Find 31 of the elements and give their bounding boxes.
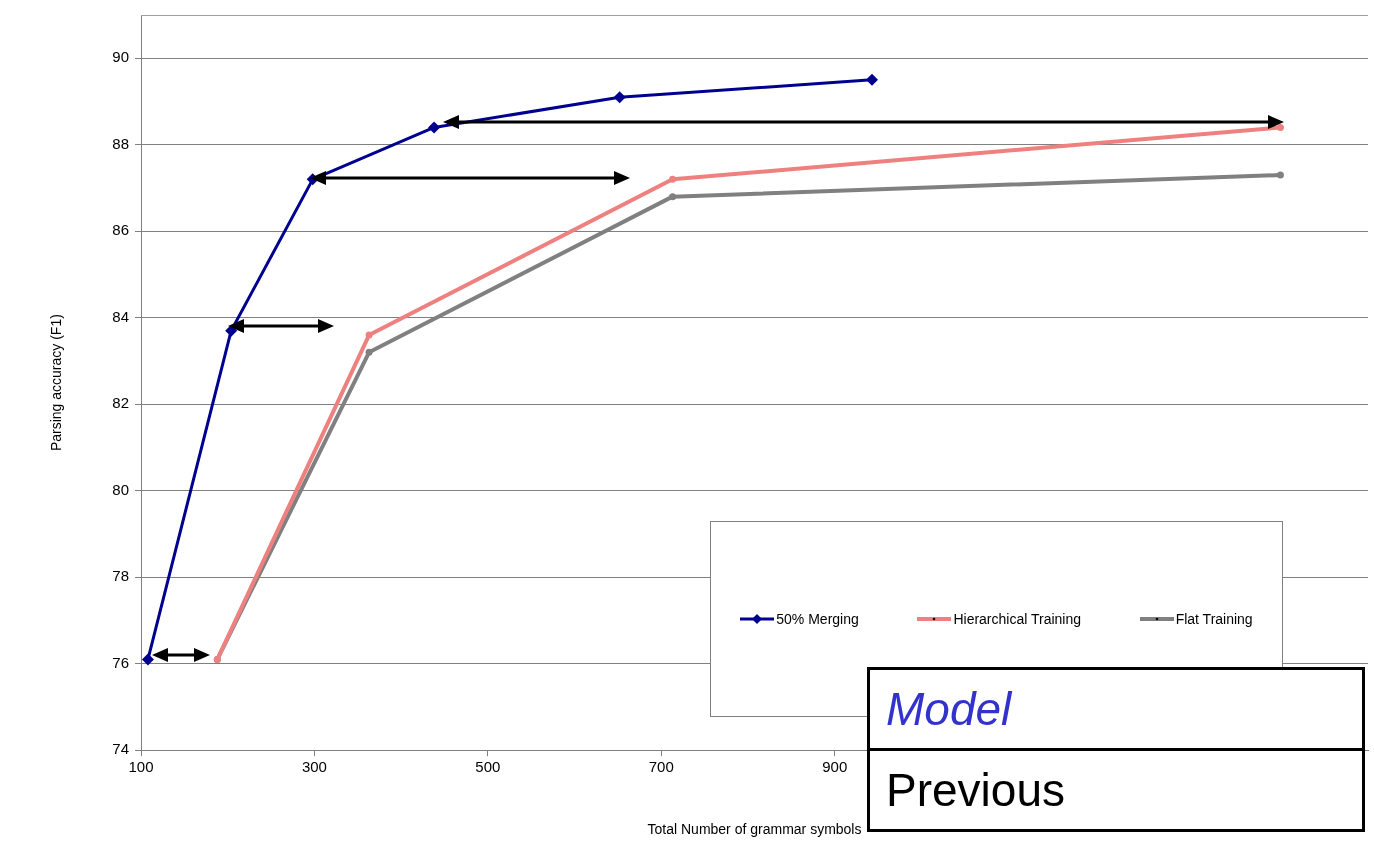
point (141, 653, 154, 666)
y-tick-label: 88 (112, 134, 129, 152)
point (669, 193, 677, 201)
point (613, 91, 626, 104)
legend-label: 50% Merging (776, 611, 859, 627)
y-tick-label: 82 (112, 394, 129, 412)
y-axis-title: Parsing accuracy (F1) (48, 314, 65, 452)
y-tick-label: 90 (112, 48, 129, 66)
point (428, 121, 441, 134)
y-tick-label: 78 (112, 567, 129, 585)
point (1276, 171, 1284, 179)
y-tick-label: 84 (112, 307, 129, 325)
legend-label: Flat Training (1175, 611, 1253, 627)
table: Model Previous (867, 667, 1365, 832)
x-tick-label: 700 (648, 758, 674, 776)
x-tick-label: 500 (475, 758, 501, 776)
x-axis-title: Total Number of grammar symbols (647, 821, 862, 838)
x-tick-label: 900 (822, 758, 848, 776)
point (866, 73, 878, 86)
point (1276, 123, 1284, 131)
y-tick-label: 76 (112, 653, 129, 671)
y-tick-label: 74 (112, 740, 129, 758)
x-tick-label: 300 (301, 758, 327, 776)
annotation: Model (868, 668, 1364, 750)
point (365, 348, 373, 356)
point (669, 175, 677, 183)
y-tick-label: 80 (112, 480, 129, 498)
x-tick-label: 100 (128, 758, 154, 776)
legend-label: Hierarchical Training (953, 611, 1082, 627)
y-tick-label: 86 (112, 221, 129, 239)
point (365, 331, 373, 339)
